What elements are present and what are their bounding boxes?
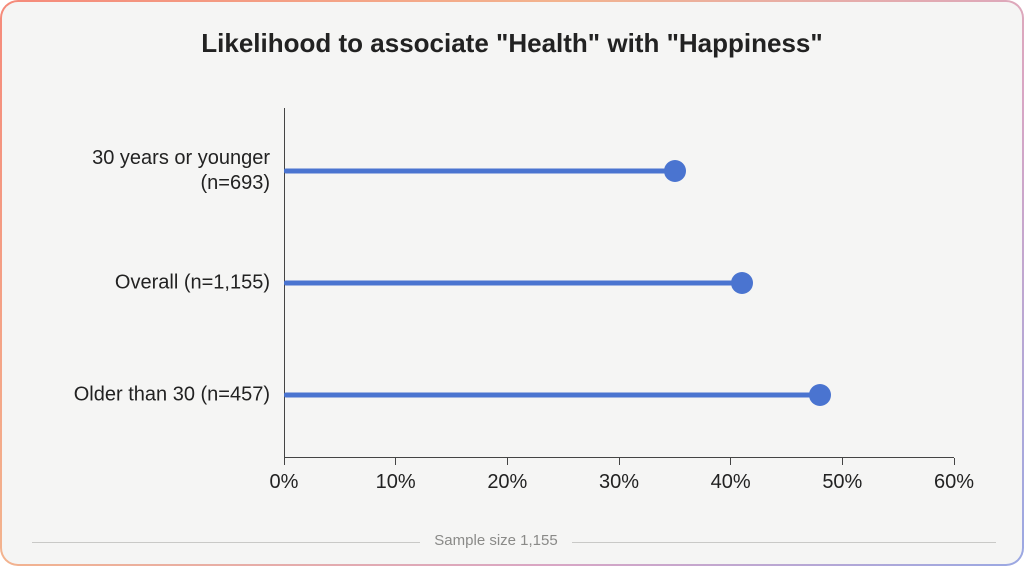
- y-category-label: Overall (n=1,155): [115, 271, 284, 296]
- x-tick-label: 0%: [270, 471, 299, 494]
- x-tick: [284, 458, 285, 465]
- y-category-label: 30 years or younger (n=693): [92, 146, 284, 196]
- footer-rule-right: [572, 542, 996, 543]
- x-tick: [730, 458, 731, 465]
- y-category-label: Older than 30 (n=457): [74, 383, 284, 408]
- footer-rule-left: [32, 542, 420, 543]
- x-tick: [619, 458, 620, 465]
- lollipop-stem: [284, 393, 820, 398]
- x-tick-label: 50%: [822, 471, 862, 494]
- x-tick-label: 40%: [711, 471, 751, 494]
- chart-card: Likelihood to associate "Health" with "H…: [2, 2, 1022, 564]
- chart-title: Likelihood to associate "Health" with "H…: [2, 28, 1022, 59]
- footer-text: Sample size 1,155: [420, 532, 572, 549]
- lollipop-stem: [284, 169, 675, 174]
- x-tick: [842, 458, 843, 465]
- x-tick-label: 20%: [487, 471, 527, 494]
- x-tick-label: 60%: [934, 471, 974, 494]
- lollipop-dot: [809, 384, 831, 406]
- x-tick: [507, 458, 508, 465]
- card-frame: Likelihood to associate "Health" with "H…: [0, 0, 1024, 566]
- plot-area: 0%10%20%30%40%50%60%30 years or younger …: [284, 108, 954, 458]
- x-tick: [395, 458, 396, 465]
- lollipop-dot: [731, 272, 753, 294]
- x-tick: [954, 458, 955, 465]
- x-tick-label: 10%: [376, 471, 416, 494]
- lollipop-dot: [664, 160, 686, 182]
- lollipop-stem: [284, 281, 742, 286]
- x-tick-label: 30%: [599, 471, 639, 494]
